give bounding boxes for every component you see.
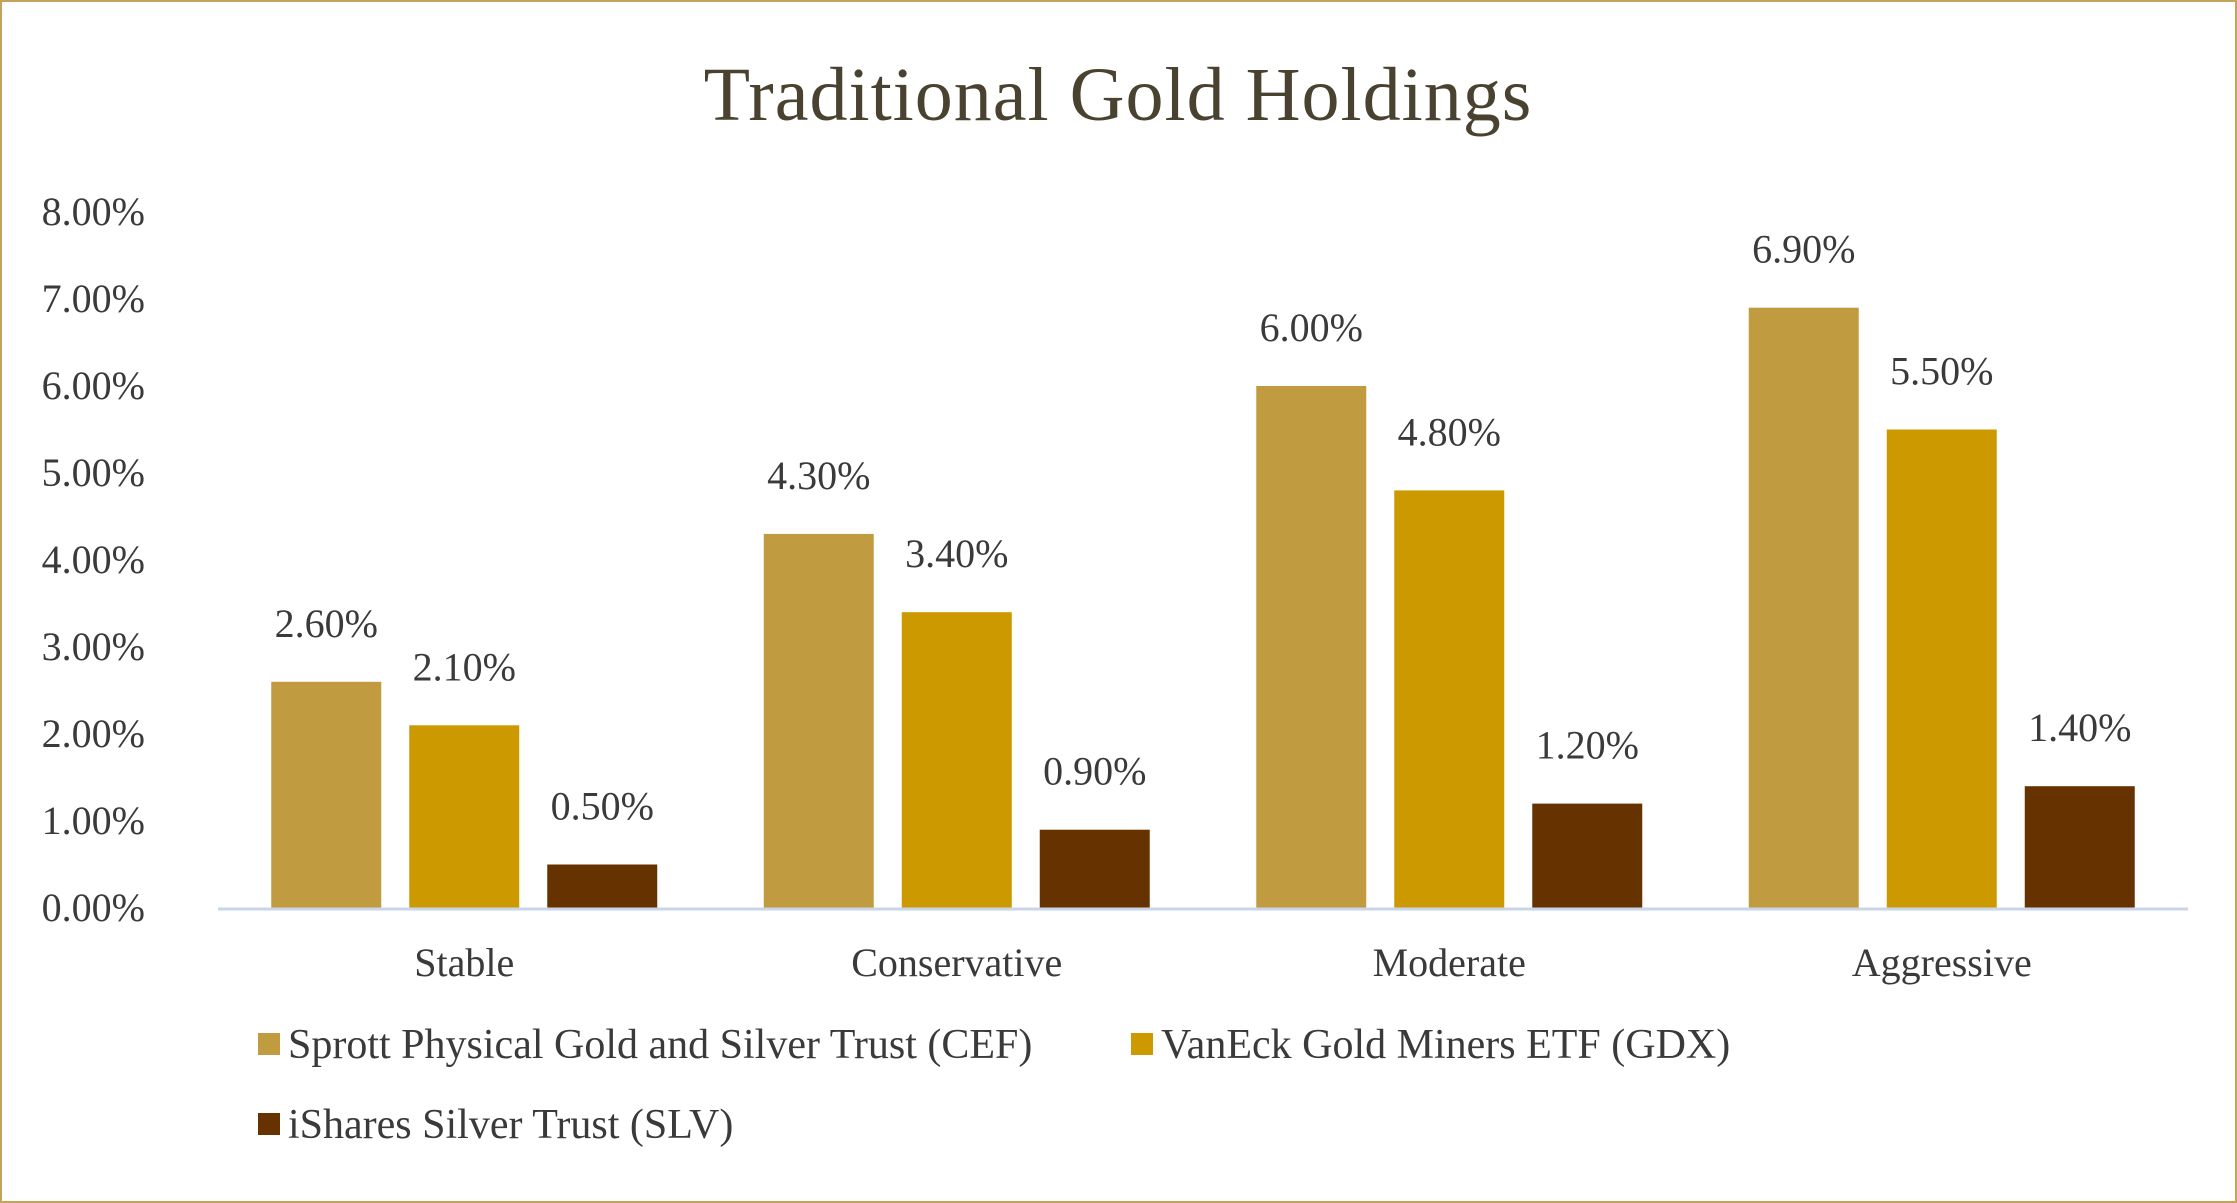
data-label: 1.40% [2028, 705, 2131, 750]
data-label: 2.10% [413, 644, 516, 689]
x-category-label: Aggressive [1852, 940, 2032, 985]
bar-aggressive-series-1 [1748, 307, 1859, 908]
data-label: 0.90% [1043, 749, 1146, 794]
bar-aggressive-series-2 [1886, 429, 1997, 908]
data-label: 3.40% [905, 531, 1008, 576]
data-label: 6.90% [1752, 227, 1855, 272]
y-tick-label: 5.00% [42, 450, 145, 495]
bar-stable-series-1 [271, 681, 382, 908]
legend-label-series-2: VanEck Gold Miners ETF (GDX) [1161, 1022, 1730, 1068]
data-label: 4.30% [767, 453, 870, 498]
legend-swatch-series-2 [1131, 1033, 1153, 1055]
y-tick-label: 3.00% [42, 624, 145, 669]
legend-swatch-series-3 [258, 1113, 280, 1135]
bar-stable-series-3 [547, 864, 658, 908]
y-tick-label: 7.00% [42, 276, 145, 321]
bar-conservative-series-3 [1039, 829, 1150, 908]
bar-conservative-series-2 [901, 612, 1012, 908]
y-tick-label: 8.00% [42, 189, 145, 234]
y-tick-label: 6.00% [42, 363, 145, 408]
bar-moderate-series-1 [1256, 386, 1367, 908]
data-label: 6.00% [1260, 305, 1363, 350]
y-tick-label: 2.00% [42, 711, 145, 756]
data-label: 5.50% [1890, 349, 1993, 394]
legend-swatch-series-1 [258, 1033, 280, 1055]
bar-aggressive-series-3 [2024, 786, 2135, 908]
legend-label-series-1: Sprott Physical Gold and Silver Trust (C… [288, 1022, 1032, 1068]
data-label: 0.50% [551, 784, 654, 829]
bar-conservative-series-1 [763, 533, 874, 908]
x-category-label: Moderate [1373, 940, 1526, 985]
x-category-label: Conservative [851, 940, 1062, 985]
chart-title: Traditional Gold Holdings [704, 53, 1533, 137]
data-label: 1.20% [1536, 723, 1639, 768]
y-tick-label: 1.00% [42, 798, 145, 843]
bar-moderate-series-2 [1394, 490, 1505, 908]
legend-label-series-3: iShares Silver Trust (SLV) [288, 1102, 733, 1148]
data-label: 2.60% [275, 601, 378, 646]
bar-stable-series-2 [409, 725, 520, 908]
y-tick-label: 4.00% [42, 537, 145, 582]
bar-moderate-series-3 [1532, 803, 1643, 908]
data-label: 4.80% [1398, 409, 1501, 454]
y-tick-label: 0.00% [42, 885, 145, 930]
x-category-label: Stable [414, 940, 514, 985]
